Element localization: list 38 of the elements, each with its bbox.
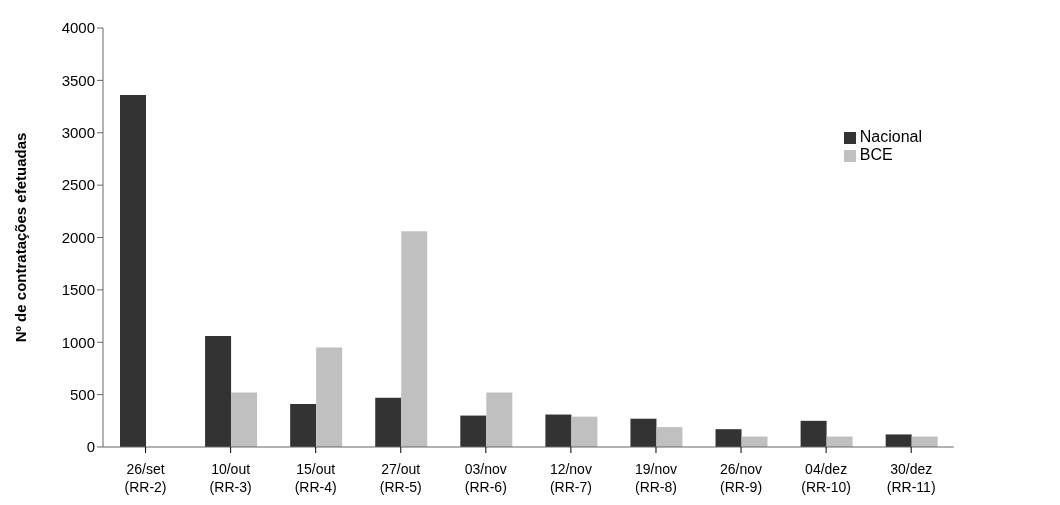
bar	[486, 392, 513, 447]
bar	[375, 397, 402, 447]
y-tick-label: 0	[86, 438, 95, 456]
bar	[630, 418, 657, 447]
bar	[460, 415, 487, 447]
x-tick-label: 15/out (RR-4)	[294, 461, 337, 495]
bar	[545, 414, 572, 447]
y-tick-label: 1500	[61, 281, 95, 299]
bar	[800, 420, 827, 447]
bar	[885, 434, 912, 447]
x-tick-label: 10/out (RR-3)	[209, 461, 252, 495]
bar	[120, 95, 147, 447]
y-tick-label: 2000	[61, 228, 95, 246]
legend-label: Nacional	[859, 128, 922, 145]
bar	[715, 429, 742, 447]
x-tick-label: 26/nov (RR-9)	[720, 461, 763, 495]
bar	[231, 392, 258, 447]
y-axis-title: Nº de contratações efetuadas	[12, 132, 30, 343]
y-tick-label: 3000	[61, 124, 95, 142]
bar	[205, 335, 232, 447]
y-tick-label: 3500	[61, 71, 95, 89]
bar	[316, 347, 343, 447]
bar	[571, 416, 598, 447]
x-tick-label: 30/dez (RR-11)	[886, 461, 936, 495]
bar	[401, 231, 428, 447]
x-tick-label: 03/nov (RR-6)	[464, 461, 507, 495]
x-tick-label: 12/nov (RR-7)	[549, 461, 592, 495]
bar	[656, 427, 683, 447]
x-tick-label: 27/out (RR-5)	[379, 461, 422, 495]
y-tick-label: 2500	[61, 176, 95, 194]
x-tick-label: 26/set (RR-2)	[124, 461, 167, 495]
bar	[290, 404, 317, 447]
y-tick-label: 500	[69, 385, 95, 403]
y-tick-label: 4000	[61, 19, 95, 37]
legend-label: BCE	[859, 146, 893, 163]
y-tick-label: 1000	[61, 333, 95, 351]
x-tick-label: 19/nov (RR-8)	[634, 461, 677, 495]
x-tick-label: 04/dez (RR-10)	[801, 461, 852, 495]
